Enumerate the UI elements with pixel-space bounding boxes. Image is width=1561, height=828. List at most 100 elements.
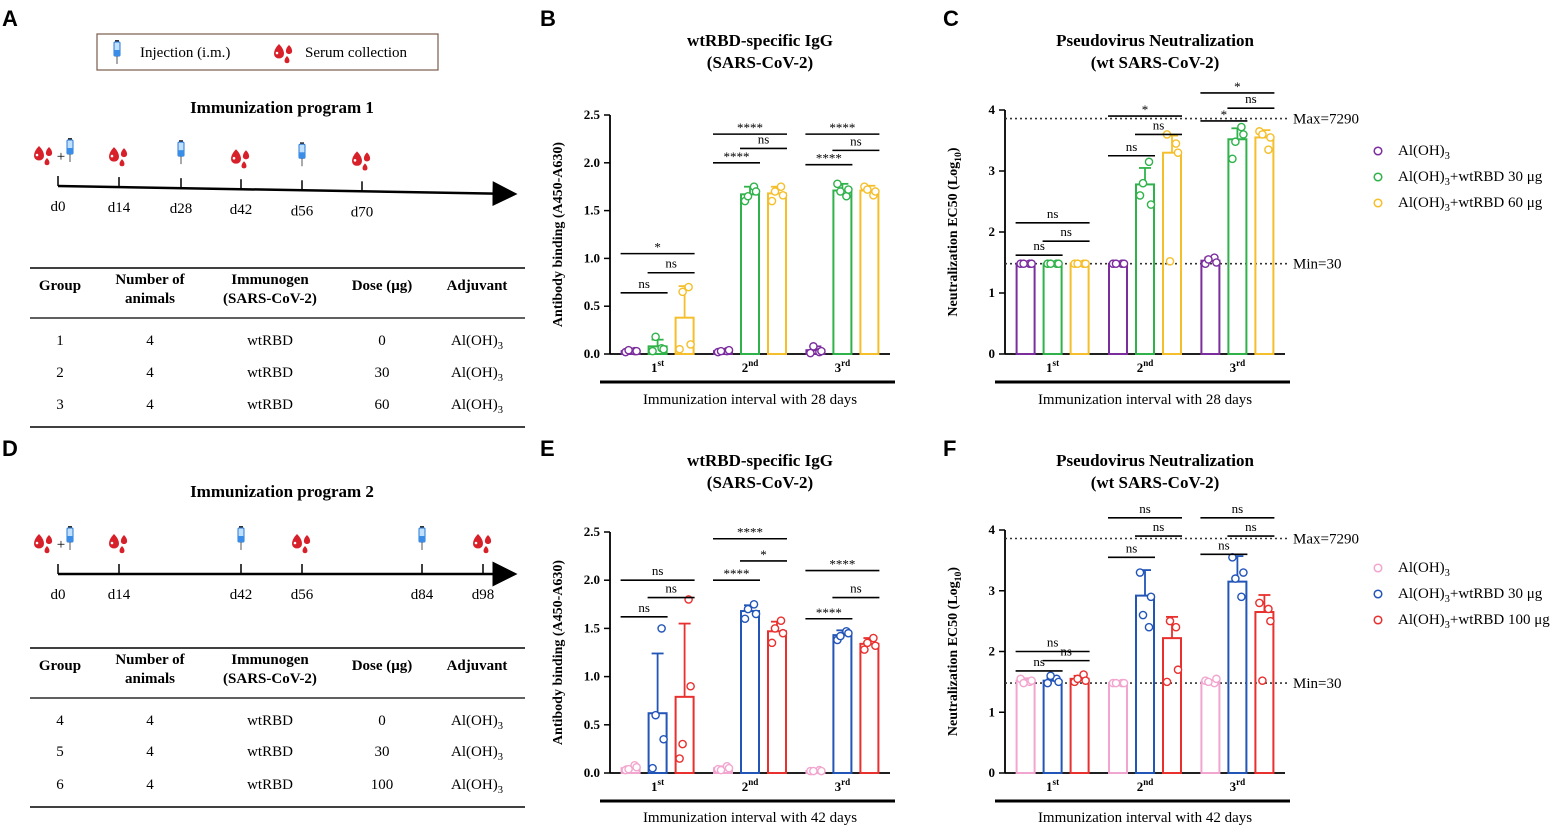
table-cell: 4	[146, 777, 154, 793]
bar	[1071, 679, 1089, 773]
significance-label: ns	[1126, 540, 1138, 555]
bar	[833, 635, 851, 773]
syringe-icon	[299, 142, 305, 166]
panel-label-a: A	[2, 6, 18, 31]
y-tick-label: 1	[989, 704, 996, 719]
data-point	[1147, 201, 1154, 208]
table-header: animals	[125, 671, 175, 687]
legend-label: Al(OH)3	[1398, 560, 1450, 579]
panel-label-d: D	[2, 436, 18, 461]
data-point	[768, 197, 775, 204]
table-header: animals	[125, 291, 175, 307]
bar	[1044, 681, 1062, 773]
bar	[1201, 261, 1219, 354]
data-point	[1028, 260, 1035, 267]
data-point	[1238, 593, 1245, 600]
reference-line-label: Max=7290	[1293, 112, 1359, 128]
x-category-label: 1st	[1046, 777, 1059, 794]
data-point	[1172, 624, 1179, 631]
table-header: (SARS-CoV-2)	[223, 291, 317, 307]
data-point	[633, 348, 640, 355]
panel-label-e: E	[540, 436, 555, 461]
table-cell: Al(OH)3	[451, 744, 503, 763]
chart-title: wtRBD-specific IgG	[687, 31, 833, 50]
data-point	[872, 642, 879, 649]
x-category-label: 2nd	[742, 358, 759, 375]
timeline-day-label: d0	[51, 199, 66, 215]
significance-label: ns	[1139, 501, 1151, 516]
table-cell: wtRBD	[247, 777, 293, 793]
group-table: Group Number ofanimalsImmunogen(SARS-CoV-…	[30, 268, 525, 427]
bar	[1136, 596, 1154, 773]
data-point	[679, 740, 686, 747]
table-cell: 1	[56, 333, 64, 349]
data-point	[771, 625, 778, 632]
panel-label-f: F	[943, 436, 956, 461]
significance-label: ns	[652, 563, 664, 578]
data-point	[1174, 666, 1181, 673]
panel-label-c: C	[943, 6, 959, 31]
y-tick-label: 1.0	[584, 669, 600, 684]
data-point	[1047, 260, 1054, 267]
data-point	[1074, 260, 1081, 267]
table-cell: Al(OH)3	[451, 777, 503, 796]
table-cell: 4	[146, 744, 154, 760]
legend-marker	[1374, 173, 1382, 181]
data-point	[1265, 146, 1272, 153]
data-point	[652, 712, 659, 719]
x-category-label: 1st	[651, 777, 664, 794]
data-point	[845, 630, 852, 637]
table-cell: Al(OH)3	[451, 397, 503, 416]
data-point	[845, 186, 852, 193]
table-header: Group	[39, 278, 81, 294]
significance-label: ns	[1218, 537, 1230, 552]
bar	[1044, 264, 1062, 354]
legend-marker	[1374, 147, 1382, 155]
x-axis-label: Immunization interval with 28 days	[1038, 392, 1252, 408]
significance-label: *	[760, 547, 767, 562]
data-point	[1139, 611, 1146, 618]
y-tick-label: 0	[989, 346, 996, 361]
legend-serum-label: Serum collection	[305, 45, 408, 61]
bar	[1136, 184, 1154, 354]
table-header: Number of	[115, 652, 185, 668]
program-title: Immunization program 2	[190, 482, 374, 501]
data-point	[676, 346, 683, 353]
data-point	[633, 764, 640, 771]
data-point	[1166, 618, 1173, 625]
legend-label: Al(OH)3+wtRBD 30 μg	[1398, 169, 1543, 188]
chart-subtitle: (wt SARS-CoV-2)	[1091, 53, 1220, 72]
data-point	[1232, 138, 1239, 145]
data-point	[744, 193, 751, 200]
data-point	[741, 615, 748, 622]
significance-label: ns	[1047, 206, 1059, 221]
bar	[768, 193, 786, 354]
y-tick-label: 1.0	[584, 250, 600, 265]
bar	[1228, 139, 1246, 354]
data-point	[1112, 260, 1119, 267]
data-point	[837, 633, 844, 640]
timeline-day-label: d42	[230, 202, 253, 218]
y-tick-label: 3	[989, 583, 996, 598]
significance-label: ns	[1153, 519, 1165, 534]
x-category-label: 2nd	[1137, 777, 1154, 794]
bar	[1255, 137, 1273, 354]
legend-marker	[1374, 199, 1382, 207]
significance-label: ns	[850, 133, 862, 148]
x-axis-label: Immunization interval with 42 days	[1038, 810, 1252, 826]
timeline-day-label: d70	[351, 204, 374, 220]
table-header: Dose (μg)	[352, 658, 413, 674]
chart-subtitle: (SARS-CoV-2)	[707, 53, 813, 72]
bar	[1017, 264, 1035, 354]
legend-f: Al(OH)3 Al(OH)3+wtRBD 30 μg Al(OH)3+wtRBD …	[1374, 560, 1550, 631]
chart-c: Pseudovirus Neutralization (wt SARS-CoV-2…	[946, 31, 1359, 408]
timeline-day-label: d14	[108, 587, 131, 603]
x-category-label: 2nd	[742, 777, 759, 794]
table-cell: 30	[375, 365, 390, 381]
x-axis-label: Immunization interval with 42 days	[643, 810, 857, 826]
data-point	[1139, 180, 1146, 187]
table-cell: 2	[56, 365, 64, 381]
data-point	[752, 610, 759, 617]
significance-label: ns	[1153, 117, 1165, 132]
timeline-day-label: d28	[170, 201, 193, 217]
